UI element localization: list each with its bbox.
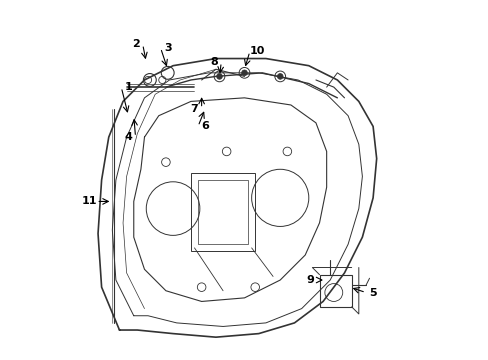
Text: 11: 11 [81,197,97,206]
Text: 5: 5 [368,288,376,297]
Text: 10: 10 [249,46,264,57]
Text: 9: 9 [306,275,314,285]
Text: 6: 6 [201,121,209,131]
Circle shape [216,73,222,79]
Text: 8: 8 [210,57,218,67]
Text: 2: 2 [131,39,139,49]
Circle shape [241,70,247,76]
Text: 7: 7 [190,104,198,113]
Text: 3: 3 [163,43,171,53]
Circle shape [277,73,283,79]
Text: 4: 4 [124,132,132,142]
Text: 1: 1 [124,82,132,92]
